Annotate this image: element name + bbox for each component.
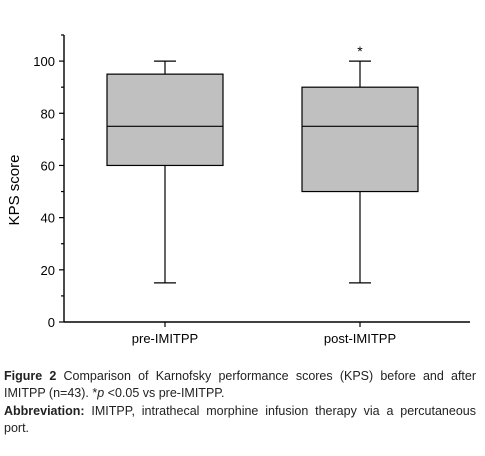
y-tick-label: 80 — [41, 106, 55, 121]
abbreviation-note: Abbreviation: IMITPP, intrathecal morphi… — [4, 403, 476, 437]
figure-caption-text: Comparison of Karnofsky performance scor… — [4, 369, 477, 400]
axes: 0 20 40 60 80 100 pre-IMITPP post-IMITPP — [33, 34, 470, 346]
iqr-box — [301, 86, 419, 193]
p-value-text: <0.05 vs pre-IMITPP. — [104, 386, 225, 400]
p-value-symbol: p — [97, 386, 105, 400]
y-tick-label: 0 — [48, 315, 55, 330]
x-tick-label: post-IMITPP — [324, 331, 396, 346]
box-series: * — [106, 43, 419, 284]
y-axis-label: KPS score — [6, 155, 23, 226]
abbreviation-text: IMITPP, intrathecal morphine infusion th… — [4, 404, 476, 435]
box-plot-chart: 0 20 40 60 80 100 pre-IMITPP post-IMITPP * KPS … — [6, 34, 470, 346]
y-tick-label: 40 — [41, 211, 55, 226]
iqr-box — [106, 73, 224, 167]
x-tick-label: pre-IMITPP — [132, 331, 198, 346]
box-pre-IMITPP — [106, 60, 224, 284]
box-post-IMITPP: * — [301, 43, 419, 284]
significance-marker: * — [357, 43, 363, 59]
abbreviation-label: Abbreviation: — [4, 404, 85, 418]
y-tick-label: 100 — [33, 54, 55, 69]
y-tick-label: 60 — [41, 158, 55, 173]
figure-caption: Figure 2 Comparison of Karnofsky perform… — [4, 368, 476, 402]
figure-label: Figure 2 — [4, 369, 57, 383]
y-tick-label: 20 — [41, 263, 55, 278]
